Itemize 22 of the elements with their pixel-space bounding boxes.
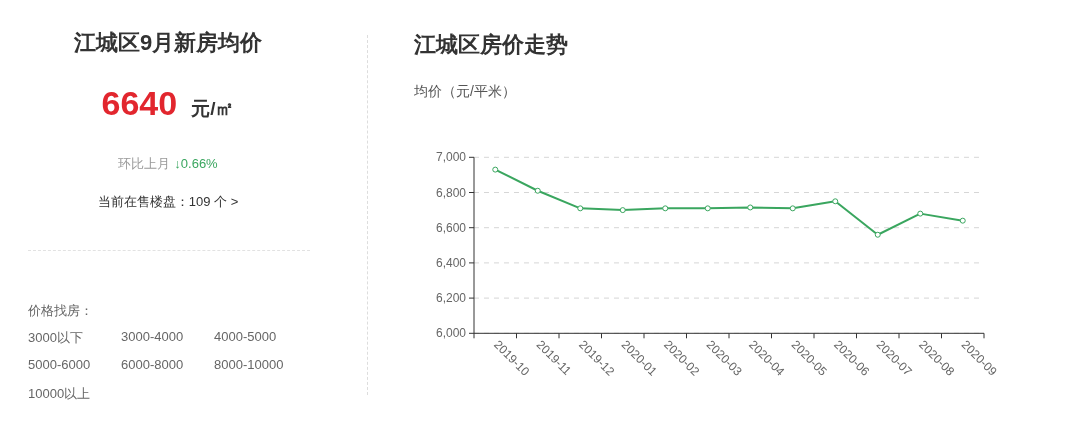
text: 8000-10000 [214,357,284,372]
y-tick-label: 7,000 [435,150,467,165]
text: 4000-5000 [214,329,277,344]
text: 6000-8000 [121,357,184,372]
y-tick-label: 6,800 [435,185,467,200]
text: 江城区9月新房均价 [73,30,263,55]
y-tick-label: 6,600 [435,220,467,235]
text: 当前在售楼盘：109 个 > [97,194,239,209]
text: ↓0.66% [174,156,218,171]
text: 环比上月 [118,156,171,171]
text: 价格找房： [28,303,93,318]
y-tick-label: 6,400 [435,255,467,270]
text: 6640 [101,84,178,122]
text: 元/㎡ [191,98,235,119]
text: 5000-6000 [28,357,91,372]
text: 3000-4000 [121,329,184,344]
text: 3000以下 [28,330,83,345]
y-tick-label: 6,200 [435,291,467,306]
y-tick-label: 6,000 [435,326,467,341]
y-axis-title: 均价（元/平米） [413,83,516,99]
chart-title: 江城区房价走势 [413,32,568,57]
text: 10000以上 [28,386,91,401]
